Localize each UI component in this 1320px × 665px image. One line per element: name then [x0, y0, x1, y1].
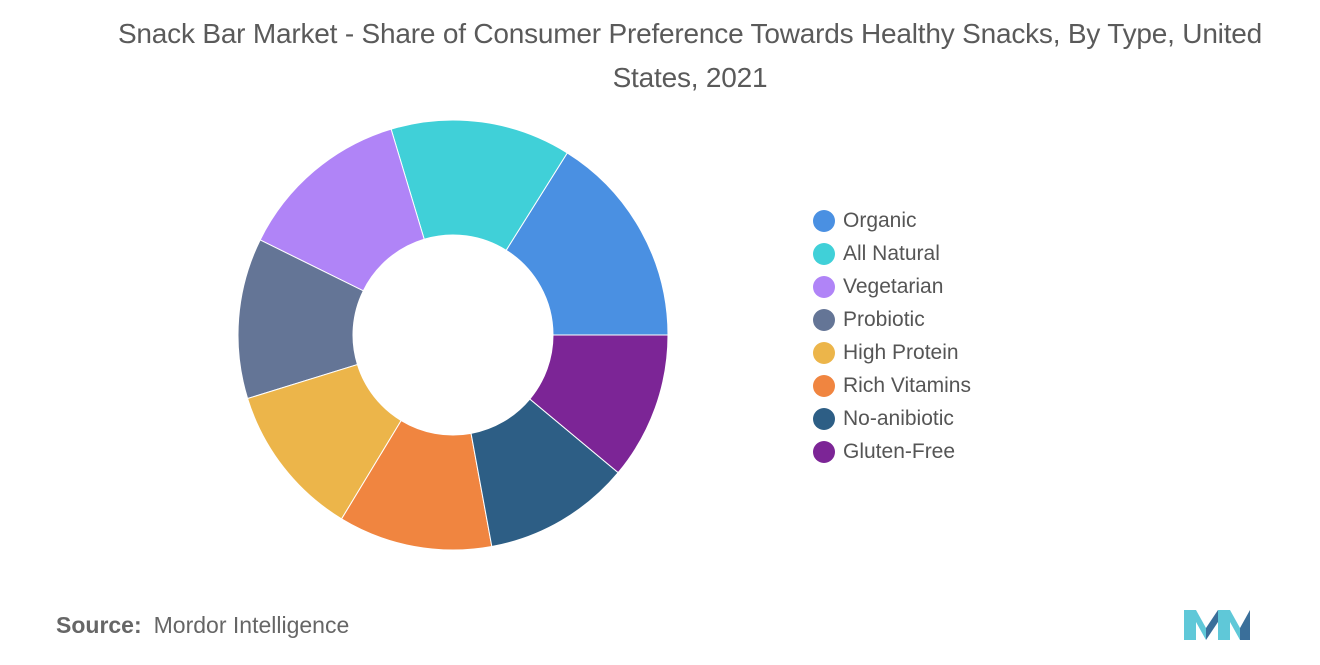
legend-item: Rich Vitamins	[813, 369, 971, 402]
chart-legend: Organic All Natural Vegetarian Probiotic Hig…	[813, 204, 971, 468]
legend-item: Gluten-Free	[813, 435, 971, 468]
legend-label: No-anibiotic	[843, 406, 954, 430]
legend-swatch	[813, 308, 835, 331]
legend-swatch	[813, 242, 835, 265]
legend-item: High Protein	[813, 336, 971, 369]
donut-slice-vegetarian	[259, 128, 425, 292]
source-label: Source:	[56, 612, 142, 638]
legend-swatch	[813, 209, 835, 232]
legend-item: All Natural	[813, 237, 971, 270]
legend-swatch	[813, 374, 835, 397]
donut-slice-gluten-free	[529, 334, 669, 474]
legend-item: Vegetarian	[813, 270, 971, 303]
legend-label: Organic	[843, 208, 917, 232]
legend-item: Probiotic	[813, 303, 971, 336]
legend-swatch	[813, 440, 835, 463]
legend-item: Organic	[813, 204, 971, 237]
legend-swatch	[813, 341, 835, 364]
donut-slice-all-natural	[390, 119, 568, 251]
donut-slices	[237, 119, 669, 551]
legend-label: Vegetarian	[843, 274, 944, 298]
chart-title: Snack Bar Market - Share of Consumer Pre…	[117, 18, 1263, 93]
mordor-intelligence-logo-icon	[1184, 610, 1250, 640]
legend-label: Rich Vitamins	[843, 373, 971, 397]
legend-label: High Protein	[843, 340, 959, 364]
legend-swatch	[813, 275, 835, 298]
legend-swatch	[813, 407, 835, 430]
legend-label: All Natural	[843, 241, 940, 265]
source-note: Source: Mordor Intelligence	[56, 612, 349, 639]
legend-label: Gluten-Free	[843, 439, 956, 463]
legend-label: Probiotic	[843, 307, 925, 331]
donut-slice-organic	[505, 152, 669, 336]
legend-item: No-anibiotic	[813, 402, 971, 435]
source-text: Mordor Intelligence	[153, 612, 350, 638]
